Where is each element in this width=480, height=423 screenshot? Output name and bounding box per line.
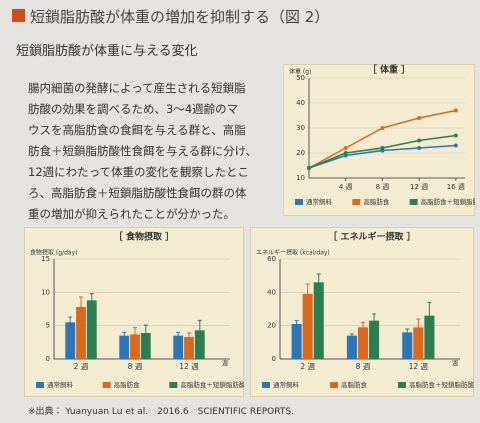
x-tick-label: 2 週 (74, 361, 89, 371)
legend-swatch (36, 382, 44, 388)
bar (346, 335, 357, 359)
body-line: 肪食＋短鎖脂肪酸性食餌を与える群に分け、 (28, 144, 258, 158)
y-tick-label: 50 (296, 74, 305, 82)
point (343, 151, 348, 155)
bar (357, 327, 369, 359)
y-tick-label: 30 (296, 124, 305, 132)
legend-label: 高脂肪食 (363, 197, 390, 206)
chart: ［ 食物摂取 ］ 食物摂取 (g/day) 0 5 10 15 通常飼料 高脂肪食 高脂肪食＋短… (24, 227, 244, 397)
bar (130, 334, 140, 359)
body-line: ろ、高脂肪食＋短鎖脂肪酸性食餌の群の体 (28, 186, 247, 200)
y-tick-label: 10 (41, 288, 50, 296)
y-tick-label: 0 (272, 355, 276, 363)
legend-label: 高脂肪食＋短鎖脂肪酸 (421, 197, 475, 206)
legend-swatch (262, 382, 270, 388)
x-tick-label: 12 週 (179, 361, 199, 371)
legend-label: 通常飼料 (47, 380, 74, 389)
chart: ［ 体重 ］ 体重 (g) 10 20 30 40 50 通常飼料 高脂肪食 高脂肪食＋短鎖脂肪酸… (283, 64, 475, 216)
x-tick-label: 2 週 (300, 361, 315, 371)
panel (283, 64, 475, 216)
x-tick-label: 12 週 (409, 361, 429, 371)
y-axis-label: エネルギー摂取 (kcal/day) (256, 249, 330, 257)
legend-swatch (169, 382, 178, 388)
x-tick-label: 8 週 (128, 361, 143, 371)
legend-label: 高脂肪食＋短鎖脂肪酸 (409, 380, 474, 389)
y-tick-label: 15 (41, 255, 50, 263)
y-axis-label: 食物摂取 (g/day) (30, 249, 77, 257)
source: ※出典： Yuanyuan Lu et al. 2016.6 SCIENTIFI… (28, 407, 294, 417)
point (453, 108, 458, 113)
bar (424, 315, 435, 359)
y-tick-label: 0 (46, 355, 50, 363)
legend-swatch (398, 382, 406, 388)
point (307, 166, 311, 170)
y-tick-label: 20 (296, 149, 305, 157)
body-line: 腸内細菌の発酵によって産生される短鎖脂 (28, 81, 246, 95)
legend-swatch (330, 382, 338, 388)
y-axis-label: 体重 (g) (289, 68, 311, 76)
x-tick-label: 16 週 (447, 182, 465, 191)
y-tick-label: 40 (296, 99, 305, 107)
bar (313, 282, 324, 359)
point (343, 146, 348, 150)
y-tick-label: 10 (296, 174, 305, 182)
x-tick-label: 8 週 (356, 361, 371, 371)
chart: ［ エネルギー摂取 ］ エネルギー摂取 (kcal/day) 0 20 40 60 通常飼料… (250, 227, 474, 397)
legend-swatch (295, 199, 303, 205)
y-tick-label: 20 (267, 322, 276, 330)
legend-label: 高脂肪食＋短鎖脂肪酸 (180, 380, 244, 389)
panel (250, 227, 474, 397)
y-tick-label: 60 (267, 255, 276, 263)
body-line: ウスを高脂肪食の食餌を与える群と、高脂 (28, 123, 246, 137)
legend-swatch (409, 199, 418, 205)
body-line: 肪酸の効果を調べるため、3～4週齢のマ (28, 102, 239, 116)
y-tick-label: 5 (46, 322, 50, 330)
point (417, 146, 422, 150)
panel (24, 227, 244, 397)
point (453, 143, 458, 148)
bar (140, 333, 151, 359)
bar (76, 307, 86, 359)
x-axis-label: 週 (452, 360, 458, 368)
point (453, 133, 458, 138)
point (380, 126, 385, 130)
bar (413, 327, 424, 359)
chart-title: ［ エネルギー摂取 ］ (328, 231, 415, 243)
point (380, 146, 385, 150)
chart-title: ［ 体重 ］ (368, 64, 410, 76)
subtitle: 短鎖脂肪酸が体重に与える変化 (16, 44, 198, 59)
legend-swatch (352, 199, 361, 205)
legend-label: 高脂肪食 (114, 380, 140, 389)
bar (119, 335, 130, 359)
legend-swatch (102, 382, 111, 388)
legend-label: 通常飼料 (306, 197, 333, 206)
body-line: 重の増加が抑えられたことが分かった。 (28, 207, 235, 221)
x-tick-label: 4 週 (339, 182, 353, 191)
legend-label: 通常飼料 (273, 380, 300, 389)
bar (369, 320, 380, 359)
title: 短鎖脂肪酸が体重の増加を抑制する（図 2） (30, 8, 330, 26)
bar (194, 330, 205, 359)
bar (86, 300, 97, 359)
bar (291, 324, 302, 359)
bar (184, 337, 194, 359)
chart-title: ［ 食物摂取 ］ (114, 231, 174, 243)
point (417, 116, 422, 120)
bar (302, 294, 313, 359)
bar (173, 335, 184, 359)
legend-label: 高脂肪食 (341, 380, 368, 389)
x-axis-label: 週 (222, 360, 228, 368)
x-tick-label: 12 週 (410, 182, 428, 191)
x-tick-label: 8 週 (376, 182, 390, 191)
bar (402, 332, 413, 359)
bar (65, 322, 76, 359)
point (417, 138, 422, 143)
y-tick-label: 40 (267, 288, 276, 296)
body-line: 12週にわたって体重の変化を観察したとこ (28, 165, 250, 179)
body-text: 腸内細菌の発酵によって産生される短鎖脂 肪酸の効果を調べるため、3～4週齢のマ ウス… (28, 78, 257, 225)
title-marker (12, 9, 25, 22)
